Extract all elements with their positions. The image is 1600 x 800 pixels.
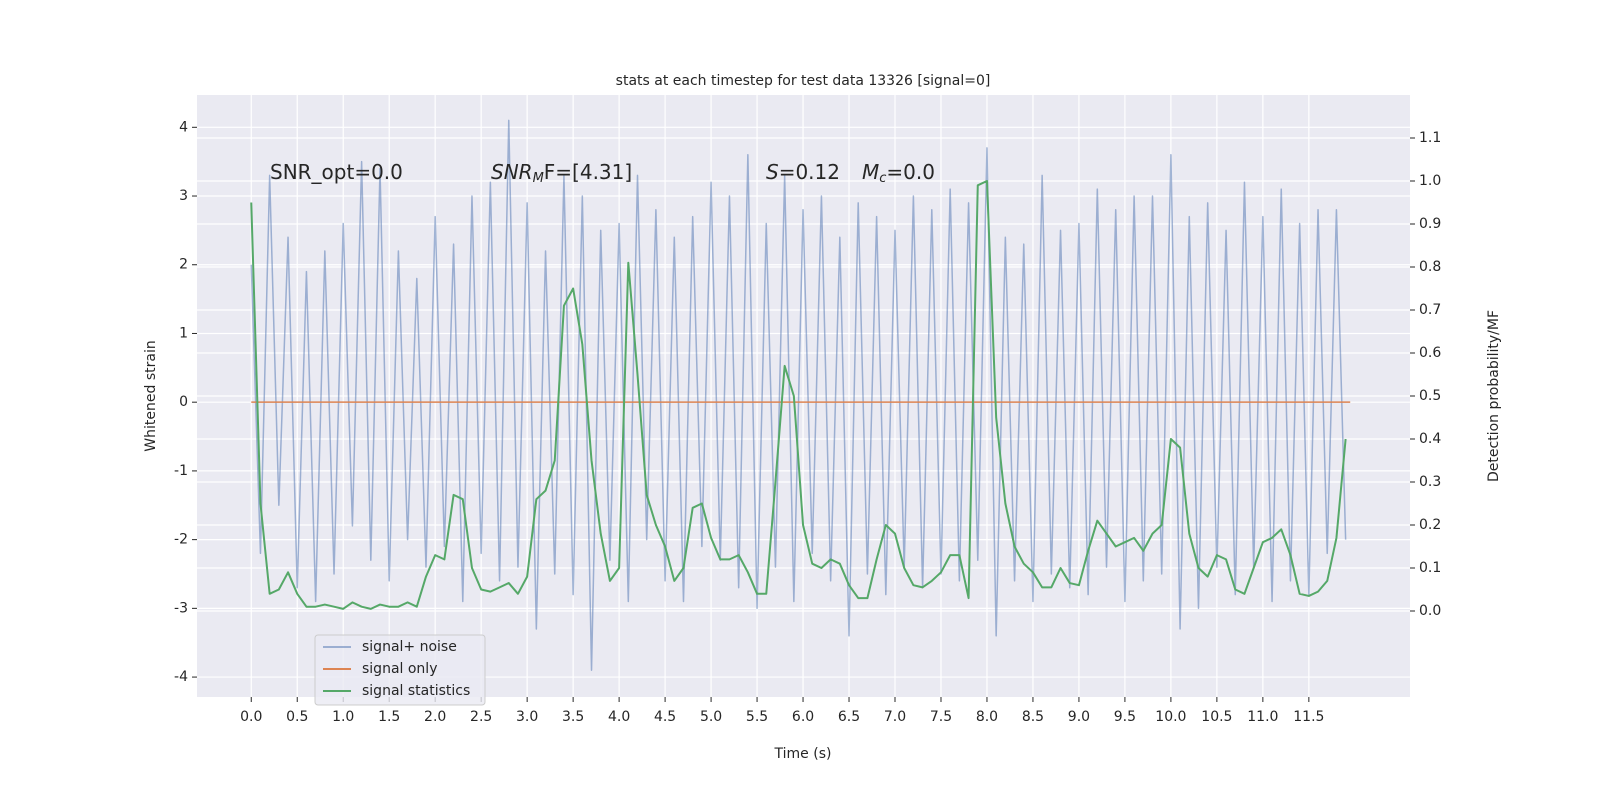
x-tick-label: 3.5 bbox=[562, 709, 584, 725]
annotation-part: SNR bbox=[491, 160, 533, 184]
legend-label: signal only bbox=[362, 661, 437, 677]
series-line bbox=[250, 180, 1347, 610]
annotation-part: M bbox=[533, 171, 544, 186]
y-tick-label: -2 bbox=[174, 532, 188, 548]
y-tick-label: 1 bbox=[179, 325, 188, 341]
annotation-part: M bbox=[862, 160, 879, 184]
y-tick-label: 0 bbox=[179, 394, 188, 410]
y2-axis-label: Detection probability/MF bbox=[1486, 310, 1502, 482]
y2-tick-label: 0.3 bbox=[1419, 474, 1441, 490]
x-tick-label: 8.5 bbox=[1022, 709, 1044, 725]
y2-tick-label: 0.5 bbox=[1419, 388, 1441, 404]
annotation: SNRMF=[4.31] bbox=[491, 160, 632, 186]
x-tick-label: 4.0 bbox=[608, 709, 630, 725]
y2-tick-label: 0.6 bbox=[1419, 345, 1441, 361]
annotation-part: =0.12 bbox=[779, 160, 840, 184]
x-tick-label: 5.0 bbox=[700, 709, 722, 725]
annotation: SNR_opt=0.0 bbox=[270, 160, 403, 184]
x-tick-label: 0.0 bbox=[240, 709, 262, 725]
x-tick-label: 10.0 bbox=[1155, 709, 1186, 725]
annotation-part: S bbox=[766, 160, 779, 184]
annotation: S=0.12 Mc=0.0 bbox=[766, 160, 935, 186]
y2-tick-label: 0.0 bbox=[1419, 603, 1441, 619]
x-axis-label: Time (s) bbox=[774, 746, 832, 762]
legend-label: signal statistics bbox=[362, 683, 470, 699]
y2-tick-label: 0.7 bbox=[1419, 302, 1441, 318]
y2-tick-label: 0.9 bbox=[1419, 216, 1441, 232]
x-tick-label: 5.5 bbox=[746, 709, 768, 725]
y2-tick-label: 0.1 bbox=[1419, 560, 1441, 576]
y-tick-label: -3 bbox=[174, 600, 188, 616]
annotation-part: SNR_opt=0.0 bbox=[270, 160, 403, 184]
x-tick-label: 7.0 bbox=[884, 709, 906, 725]
annotation-part: c bbox=[879, 171, 886, 186]
x-tick-label: 3.0 bbox=[516, 709, 538, 725]
y2-tick-label: 0.4 bbox=[1419, 431, 1441, 447]
x-tick-label: 2.5 bbox=[470, 709, 492, 725]
x-tick-label: 9.5 bbox=[1114, 709, 1136, 725]
x-tick-label: 1.5 bbox=[378, 709, 400, 725]
y-tick-label: -1 bbox=[174, 463, 188, 479]
x-tick-label: 9.0 bbox=[1068, 709, 1090, 725]
y-tick-label: 4 bbox=[179, 119, 188, 135]
x-tick-label: 2.0 bbox=[424, 709, 446, 725]
x-tick-label: 4.5 bbox=[654, 709, 676, 725]
y-tick-label: 2 bbox=[179, 257, 188, 273]
x-tick-label: 10.5 bbox=[1201, 709, 1232, 725]
legend-box bbox=[314, 634, 486, 706]
y2-tick-label: 0.2 bbox=[1419, 517, 1441, 533]
annotation-part: F=[4.31] bbox=[544, 160, 632, 184]
chart-title: stats at each timestep for test data 133… bbox=[616, 73, 991, 89]
x-tick-label: 0.5 bbox=[286, 709, 308, 725]
x-tick-label: 7.5 bbox=[930, 709, 952, 725]
x-tick-label: 11.5 bbox=[1293, 709, 1324, 725]
x-tick-label: 11.0 bbox=[1247, 709, 1278, 725]
legend-label: signal+ noise bbox=[362, 639, 457, 655]
y2-tick-label: 1.1 bbox=[1419, 130, 1441, 146]
y-axis-label: Whitened strain bbox=[143, 340, 159, 451]
x-tick-label: 6.5 bbox=[838, 709, 860, 725]
annotation-part: =0.0 bbox=[886, 160, 935, 184]
y2-tick-label: 1.0 bbox=[1419, 173, 1441, 189]
y2-tick-label: 0.8 bbox=[1419, 259, 1441, 275]
y-tick-label: 3 bbox=[179, 188, 188, 204]
x-tick-label: 1.0 bbox=[332, 709, 354, 725]
x-tick-label: 8.0 bbox=[976, 709, 998, 725]
x-tick-label: 6.0 bbox=[792, 709, 814, 725]
y-tick-label: -4 bbox=[174, 669, 188, 685]
